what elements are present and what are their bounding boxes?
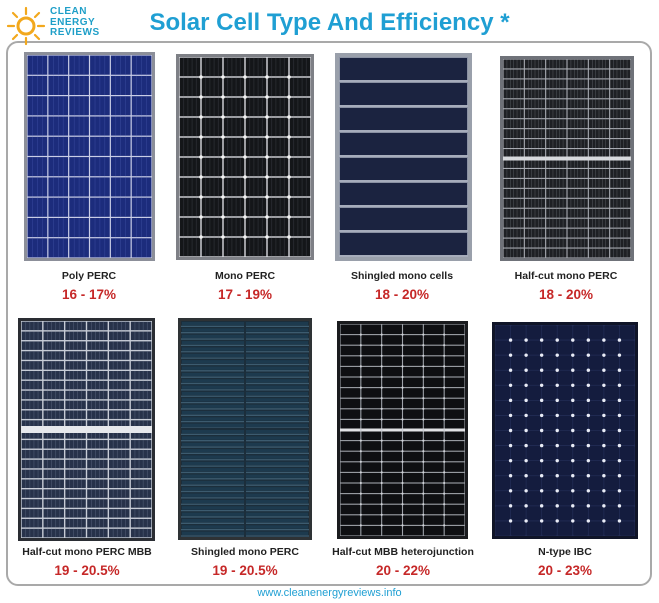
panel-poly-perc [24,52,155,261]
panel-mono-perc [176,54,314,260]
panel-shingled-mono-cells [335,53,472,261]
panel-efficiency: 20 - 23% [537,563,593,578]
solar-panel-graphic [500,56,634,261]
panel-efficiency: 20 - 22% [375,563,431,578]
panel-label: N-type IBC [538,546,592,558]
panel-efficiency: 18 - 20% [538,287,594,302]
logo-text: CLEAN ENERGY REVIEWS [50,6,100,39]
solar-panel-graphic [178,318,312,540]
sun-icon [6,6,46,46]
panel-label: Half-cut mono PERC MBB [22,546,152,558]
panel-label: Shingled mono cells [350,270,454,282]
solar-panel-graphic [492,322,638,539]
solar-panel-graphic [24,52,155,261]
footer-url: www.cleanenergyreviews.info [257,587,402,599]
panel-label: Half-cut MBB heterojunction [332,546,474,558]
logo-line-1: CLEAN [50,6,87,17]
panel-half-cut-mono-perc-mbb [18,318,155,541]
panel-efficiency: 18 - 20% [374,287,430,302]
panel-half-cut-mbb-heterojunction [337,321,468,539]
solar-panel-graphic [176,54,314,260]
panel-efficiency: 19 - 20.5% [54,563,120,578]
panel-n-type-ibc [492,322,638,539]
panel-efficiency: 16 - 17% [61,287,117,302]
panel-label: Shingled mono PERC [191,546,299,558]
logo: CLEAN ENERGY REVIEWS [6,6,126,46]
panel-half-cut-mono-perc [500,56,634,261]
page-title: Solar Cell Type And Efficiency * [149,9,510,36]
panel-label: Mono PERC [214,270,276,282]
solar-panel-graphic [335,53,472,261]
panel-efficiency: 19 - 20.5% [212,563,278,578]
panel-label: Half-cut mono PERC [514,270,618,282]
solar-panel-graphic [337,321,468,539]
panel-shingled-mono-perc [178,318,312,540]
solar-panel-graphic [18,318,155,541]
panel-efficiency: 17 - 19% [217,287,273,302]
content-frame [6,41,652,586]
panel-label: Poly PERC [61,270,117,282]
logo-line-2: ENERGY [50,16,96,28]
logo-line-3: REVIEWS [50,27,100,38]
